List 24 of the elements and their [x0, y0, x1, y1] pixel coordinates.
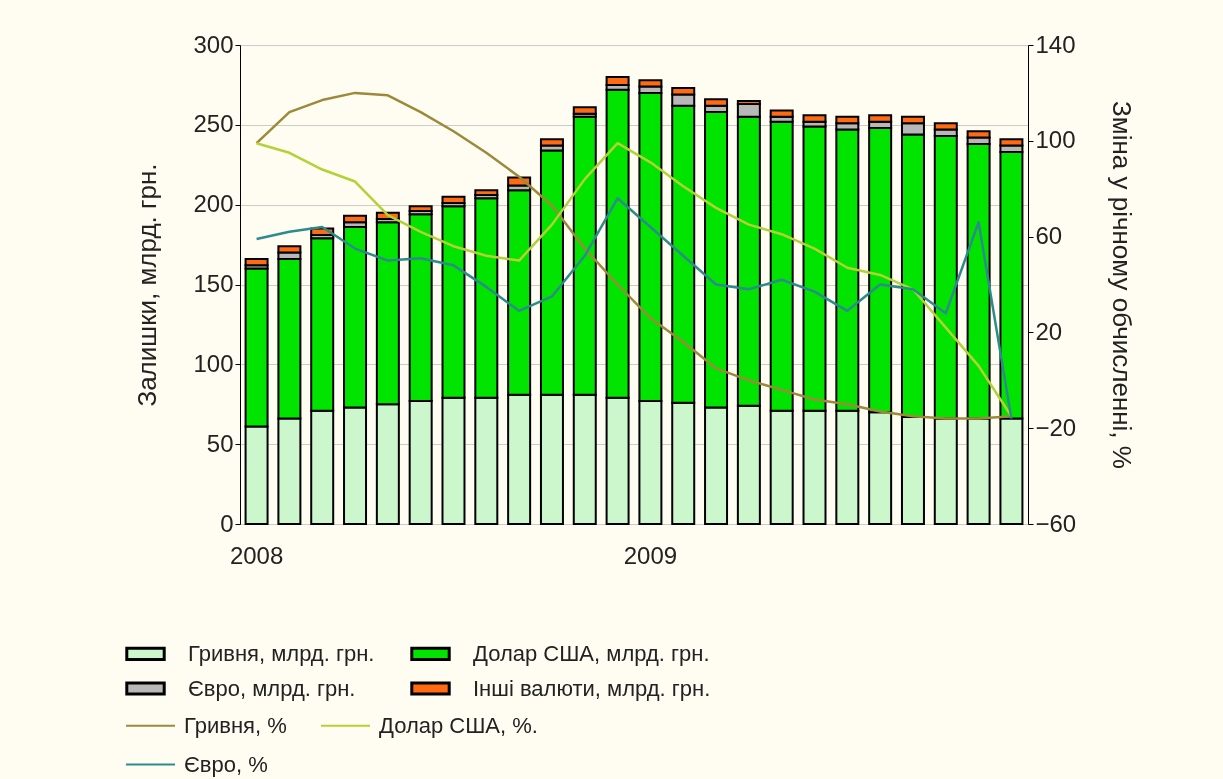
x-tick-label: 2008 — [229, 541, 284, 569]
legend-label: Євро, млрд. грн. — [188, 675, 356, 701]
legend-label: Євро, % — [184, 751, 268, 777]
y2-tick-label: 100 — [1035, 126, 1076, 154]
y2-tick-label: 20 — [1035, 317, 1063, 345]
legend-label: Гривня, млрд. грн. — [188, 640, 375, 666]
y-tick-label: 300 — [193, 30, 234, 58]
y2-tick-label: 140 — [1035, 30, 1076, 58]
y-tick-label: 200 — [193, 190, 234, 218]
y2-tick-label: 60 — [1035, 222, 1063, 250]
y-axis-title: Залишки, млрд. грн. — [132, 163, 163, 407]
y-tick-label: 100 — [193, 349, 234, 377]
x-tick-label: 2009 — [623, 541, 678, 569]
y2-tick-label: −20 — [1035, 413, 1077, 441]
legend-label: Гривня, % — [184, 712, 287, 738]
y-tick-label: 0 — [220, 509, 234, 537]
y2-axis-title: Зміна у річному обчисленні, % — [1107, 101, 1138, 469]
y-tick-label: 150 — [193, 270, 234, 297]
legend-label: Долар США, млрд. грн. — [473, 640, 710, 666]
y2-tick-label: −60 — [1035, 509, 1077, 537]
y-tick-label: 50 — [206, 429, 234, 457]
legend-label: Долар США, %. — [379, 712, 538, 738]
legend-label: Інші валюти, млрд. грн. — [473, 675, 711, 701]
y-tick-label: 250 — [193, 110, 234, 138]
